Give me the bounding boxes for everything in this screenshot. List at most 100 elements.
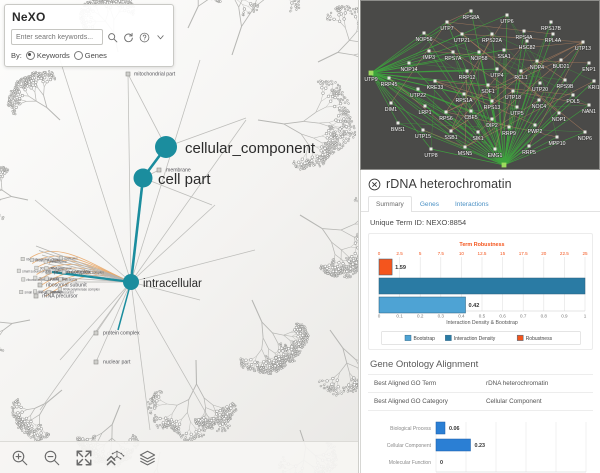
gene-node-label: RPL4A [545,38,562,44]
legend-swatch [516,334,523,341]
go-term-value: rDNA heterochromatin [486,380,549,387]
gene-node [490,32,494,36]
go-chart-bar-value: 0.06 [449,426,460,432]
term-info-panel[interactable]: rDNA heterochromatin Summary Genes Inter… [360,170,600,473]
gene-node-label: UTP21 [454,38,470,44]
gene-node-label: UTP7 [440,26,453,32]
zoom-out-icon[interactable] [42,448,61,467]
gene-node [592,79,596,83]
gene-node-label: CBF5 [464,115,477,121]
go-category-key: Best Aligned GO Category [374,398,448,405]
gene-node [387,76,391,80]
radio-genes-dot [73,51,83,60]
gene-node-label: RPS4A [515,35,533,41]
gene-node-label: DIM1 [385,107,398,113]
gene-node-label: RPS1A [455,98,473,104]
gene-node-label: RRP5 [522,150,536,156]
search-panel[interactable]: NeXO [4,4,174,67]
gene-node [433,79,437,83]
fit-to-screen-icon[interactable] [74,448,93,467]
chart-bottom-tick: 0.3 [438,314,445,319]
gene-node-label: NOP58 [470,56,487,62]
tree-micro-label: rRNA precursor [50,267,73,271]
chart-bottom-tick: 1 [584,314,587,319]
table-row: Best Aligned GO Term rDNA heterochromati… [368,375,593,393]
gene-node-label: RCL1 [514,75,527,81]
tree-minor-label: membrane [166,168,191,174]
radio-keywords[interactable]: Keywords [25,51,70,60]
gene-node-label: UTP6 [500,19,513,25]
gene-node-label: UTP5 [510,111,523,117]
gene-node-label: SSB1 [444,135,457,141]
gene-node-label: KRI1 [588,85,599,91]
gene-node-label: UTP15 [415,134,431,140]
chart-top-axis-title: Term Robustness [459,242,504,248]
gene-interaction-network[interactable]: UTP9 RPS8A UTP6 UTP7 RPS17B NOP56 UTP21 RPS22A R… [360,0,600,170]
tree-toolbar[interactable] [0,441,358,473]
chart-bottom-tick: 0.7 [520,314,527,319]
gene-node [511,89,515,93]
help-icon[interactable] [138,31,151,44]
go-chart-bar-value: 0 [440,460,443,466]
gene-node-label: RPS22A [482,38,502,44]
legend-label: Robustness [525,336,552,342]
search-icon[interactable] [106,31,119,44]
gene-node [507,125,511,129]
tab-genes[interactable]: Genes [419,201,439,208]
search-row[interactable] [11,29,167,45]
legend-swatch [404,334,411,341]
search-mode-row[interactable]: By: Keywords Genes [11,51,167,60]
gene-node-label: UTP8 [424,153,437,159]
chevron-down-icon[interactable] [154,31,167,44]
gene-node [551,32,555,36]
go-alignment-table: Best Aligned GO Term rDNA heterochromati… [368,374,593,411]
chart-bottom-tick: 0.2 [417,314,424,319]
gene-node-label: UTP18 [505,95,521,101]
gene-node [502,48,506,52]
radio-genes[interactable]: Genes [73,51,107,60]
collapse-tree-icon[interactable] [106,448,125,467]
gene-node-label: RPS7A [444,56,462,62]
info-tabs[interactable]: Summary Genes Interactions [361,195,600,212]
chart-top-tick: 22.5 [560,251,569,256]
gene-node [490,117,494,121]
gene-node-label: KRE33 [427,85,444,91]
term-metrics-chart: Term Robustness 0 2.5 5 7.5 10 12.5 15 17.5 20 22.… [368,233,593,350]
gene-node-label: RPS9B [556,84,574,90]
gene-node [462,92,466,96]
ontology-tree-canvas[interactable]: membrane mitochondrial part protein comple… [0,0,358,473]
chart-bottom-tick: 0.4 [458,314,465,319]
ontology-tree-panel[interactable]: membrane mitochondrial part protein comple… [0,0,359,473]
gene-node [527,144,531,148]
gene-node-label: EMG1 [488,153,503,159]
chart-bottom-tick: 0.8 [541,314,548,319]
chart-bottom-tick: 0.6 [499,314,506,319]
chart-top-tick: 15 [500,251,506,256]
gene-node [493,147,497,151]
gene-node-label: HSC82 [519,45,536,51]
zoom-in-icon[interactable] [10,448,29,467]
tab-interactions[interactable]: Interactions [454,201,489,208]
gene-node [469,9,473,13]
gene-node [407,61,411,65]
layers-icon[interactable] [138,448,157,467]
gene-node [519,69,523,73]
gene-node-label: MPP10 [548,141,565,147]
search-input[interactable] [11,29,103,45]
gene-node-label: NOP1 [552,117,566,123]
tree-micro-label: rRNA precursor [52,291,75,295]
tree-micro-label: nucleolus [64,278,78,282]
refresh-icon[interactable] [122,31,135,44]
gene-node [444,110,448,114]
tab-summary[interactable]: Summary [368,196,412,212]
gene-node [449,129,453,133]
tree-micro-label: RNA polymerase complex [67,270,104,274]
close-circle-icon[interactable] [368,178,381,191]
chart-bottom-axis-title: Interaction Density & Bootstrap [446,320,518,325]
gene-node [451,50,455,54]
gene-node [549,20,553,24]
gene-network-canvas[interactable]: UTP9 RPS8A UTP6 UTP7 RPS17B NOP56 UTP21 RPS22A R… [361,1,599,169]
gene-node [460,32,464,36]
